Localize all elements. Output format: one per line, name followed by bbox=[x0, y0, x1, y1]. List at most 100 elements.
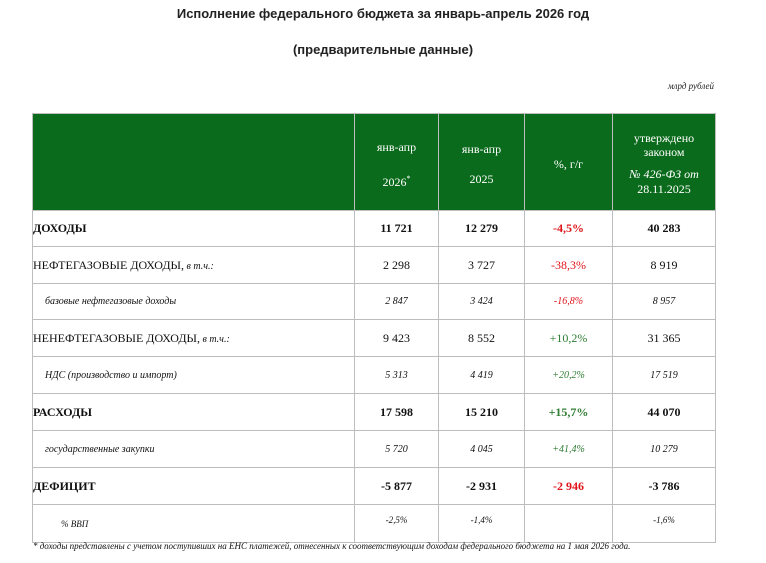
header-2026-year: 2026 bbox=[382, 174, 407, 189]
row-label-cell: НЕНЕФТЕГАЗОВЫЕ ДОХОДЫ, в т.ч.: bbox=[32, 319, 355, 357]
header-law-line2: законом bbox=[643, 145, 685, 159]
row-label: ДОХОДЫ bbox=[33, 221, 87, 235]
value-2026-cell: 17 598 bbox=[354, 393, 439, 431]
row-base-oil-gas-revenue: базовые нефтегазовые доходы 2 847 3 424 -16… bbox=[32, 283, 716, 320]
row-label: НЕНЕФТЕГАЗОВЫЕ ДОХОДЫ, bbox=[33, 330, 200, 345]
row-label-note: в т.ч.: bbox=[200, 333, 230, 345]
value-pct: +20,2% bbox=[552, 369, 585, 381]
value-2025: 3 727 bbox=[468, 257, 495, 272]
value-pct: +41,4% bbox=[552, 443, 585, 455]
value-2025-cell: 12 279 bbox=[438, 210, 525, 247]
value-pct-cell bbox=[524, 504, 613, 543]
value-2025-cell: 8 552 bbox=[438, 319, 525, 357]
value-2026: -5 877 bbox=[381, 478, 412, 493]
value-pct: -16,8% bbox=[553, 296, 584, 307]
value-2026: 9 423 bbox=[383, 330, 410, 345]
row-public-procurement: государственные закупки 5 720 4 045 +41,4% 1… bbox=[32, 430, 716, 468]
header-2025-period: янв-апр bbox=[461, 142, 502, 156]
value-law: -1,6% bbox=[653, 514, 675, 525]
value-2025-cell: 3 727 bbox=[438, 246, 525, 284]
budget-table: янв-апр 2026* янв-апр 2025 %, г/г утверж… bbox=[32, 113, 716, 543]
header-2025-year: 2025 bbox=[469, 172, 494, 186]
value-law: 8 919 bbox=[650, 257, 678, 272]
row-deficit-gdp: % ВВП -2,5% -1,4% -1,6% bbox=[32, 504, 716, 543]
row-label-note: в т.ч.: bbox=[184, 260, 214, 272]
value-law-cell: 17 519 bbox=[612, 356, 716, 394]
value-law-cell: -3 786 bbox=[612, 467, 716, 505]
value-2026-cell: -2,5% bbox=[354, 504, 439, 543]
row-label-cell: базовые нефтегазовые доходы bbox=[32, 283, 355, 320]
header-cell-label bbox=[32, 113, 355, 211]
value-2026: 17 598 bbox=[380, 404, 413, 419]
value-pct: -38,3% bbox=[551, 257, 586, 272]
value-2025-cell: -1,4% bbox=[438, 504, 525, 543]
value-pct: +15,7% bbox=[548, 404, 589, 419]
value-2026-cell: 5 720 bbox=[354, 430, 439, 468]
header-law-line4: 28.11.2025 bbox=[637, 182, 691, 196]
value-2026-cell: 9 423 bbox=[354, 319, 439, 357]
value-law-cell: 10 279 bbox=[612, 430, 716, 468]
value-law: 8 957 bbox=[652, 296, 676, 307]
row-label: НДС (производство и импорт) bbox=[45, 369, 177, 381]
value-2026: 5 313 bbox=[385, 369, 408, 381]
value-2026: 11 721 bbox=[380, 221, 413, 235]
value-pct-cell: +10,2% bbox=[524, 319, 613, 357]
header-pct-label: %, г/г bbox=[553, 157, 584, 171]
value-pct-cell: -4,5% bbox=[524, 210, 613, 247]
value-2026-cell: 2 847 bbox=[354, 283, 439, 320]
value-2025: 4 419 bbox=[470, 369, 493, 381]
value-2026-cell: -5 877 bbox=[354, 467, 439, 505]
row-label: РАСХОДЫ bbox=[33, 404, 93, 419]
value-2025: 8 552 bbox=[468, 330, 495, 345]
value-2025-cell: -2 931 bbox=[438, 467, 525, 505]
value-2026: 5 720 bbox=[385, 443, 408, 455]
footnote: * доходы представлены с учетом поступивш… bbox=[33, 541, 631, 551]
row-label-cell: государственные закупки bbox=[32, 430, 355, 468]
value-2026: 2 847 bbox=[385, 296, 408, 307]
value-pct-cell: -2 946 bbox=[524, 467, 613, 505]
value-law: 17 519 bbox=[650, 369, 678, 381]
value-2025: 12 279 bbox=[465, 221, 498, 235]
value-2025: 3 424 bbox=[470, 296, 493, 307]
row-label: % ВВП bbox=[61, 518, 89, 529]
value-2025: -1,4% bbox=[470, 514, 493, 525]
row-deficit: ДЕФИЦИТ -5 877 -2 931 -2 946 -3 786 bbox=[32, 467, 716, 505]
value-law: 10 279 bbox=[650, 443, 678, 455]
row-label-cell: ДЕФИЦИТ bbox=[32, 467, 355, 505]
value-law-cell: 40 283 bbox=[612, 210, 716, 247]
header-law-line1: утверждено bbox=[633, 131, 695, 145]
value-2025-cell: 15 210 bbox=[438, 393, 525, 431]
value-pct: -4,5% bbox=[553, 221, 584, 235]
value-pct-cell: -38,3% bbox=[524, 246, 613, 284]
value-law-cell: 31 365 bbox=[612, 319, 716, 357]
value-pct: +10,2% bbox=[549, 330, 588, 345]
row-vat: НДС (производство и импорт) 5 313 4 419 +20… bbox=[32, 356, 716, 394]
value-2025: -2 931 bbox=[466, 478, 497, 493]
value-2025-cell: 3 424 bbox=[438, 283, 525, 320]
table-header-row: янв-апр 2026* янв-апр 2025 %, г/г утверж… bbox=[32, 113, 716, 211]
header-cell-2025: янв-апр 2025 bbox=[438, 113, 525, 211]
value-2025-cell: 4 419 bbox=[438, 356, 525, 394]
row-label: ДЕФИЦИТ bbox=[33, 478, 96, 493]
value-2025-cell: 4 045 bbox=[438, 430, 525, 468]
page-subtitle: (предварительные данные) bbox=[292, 42, 474, 57]
value-law-cell: 8 957 bbox=[612, 283, 716, 320]
value-pct-cell: -16,8% bbox=[524, 283, 613, 320]
row-label: базовые нефтегазовые доходы bbox=[45, 296, 177, 307]
row-expenditure: РАСХОДЫ 17 598 15 210 +15,7% 44 070 bbox=[32, 393, 716, 431]
header-2026-period: янв-апр bbox=[376, 139, 417, 154]
row-oil-gas-revenue: НЕФТЕГАЗОВЫЕ ДОХОДЫ, в т.ч.: 2 298 3 727 -3… bbox=[32, 246, 716, 284]
row-label: НЕФТЕГАЗОВЫЕ ДОХОДЫ, bbox=[33, 257, 185, 272]
row-label-cell: НДС (производство и импорт) bbox=[32, 356, 355, 394]
header-cell-pct: %, г/г bbox=[524, 113, 613, 211]
value-2026: -2,5% bbox=[385, 514, 408, 525]
value-law: 31 365 bbox=[647, 330, 681, 345]
value-2025: 4 045 bbox=[470, 443, 493, 455]
value-2026-cell: 2 298 bbox=[354, 246, 439, 284]
header-cell-2026: янв-апр 2026* bbox=[354, 113, 439, 211]
value-law: 44 070 bbox=[647, 404, 681, 419]
row-label-cell: ДОХОДЫ bbox=[32, 210, 355, 247]
header-law-line3: № 426-ФЗ от bbox=[629, 167, 699, 181]
value-law-cell: 44 070 bbox=[612, 393, 716, 431]
unit-label: млрд рублей bbox=[667, 81, 714, 91]
